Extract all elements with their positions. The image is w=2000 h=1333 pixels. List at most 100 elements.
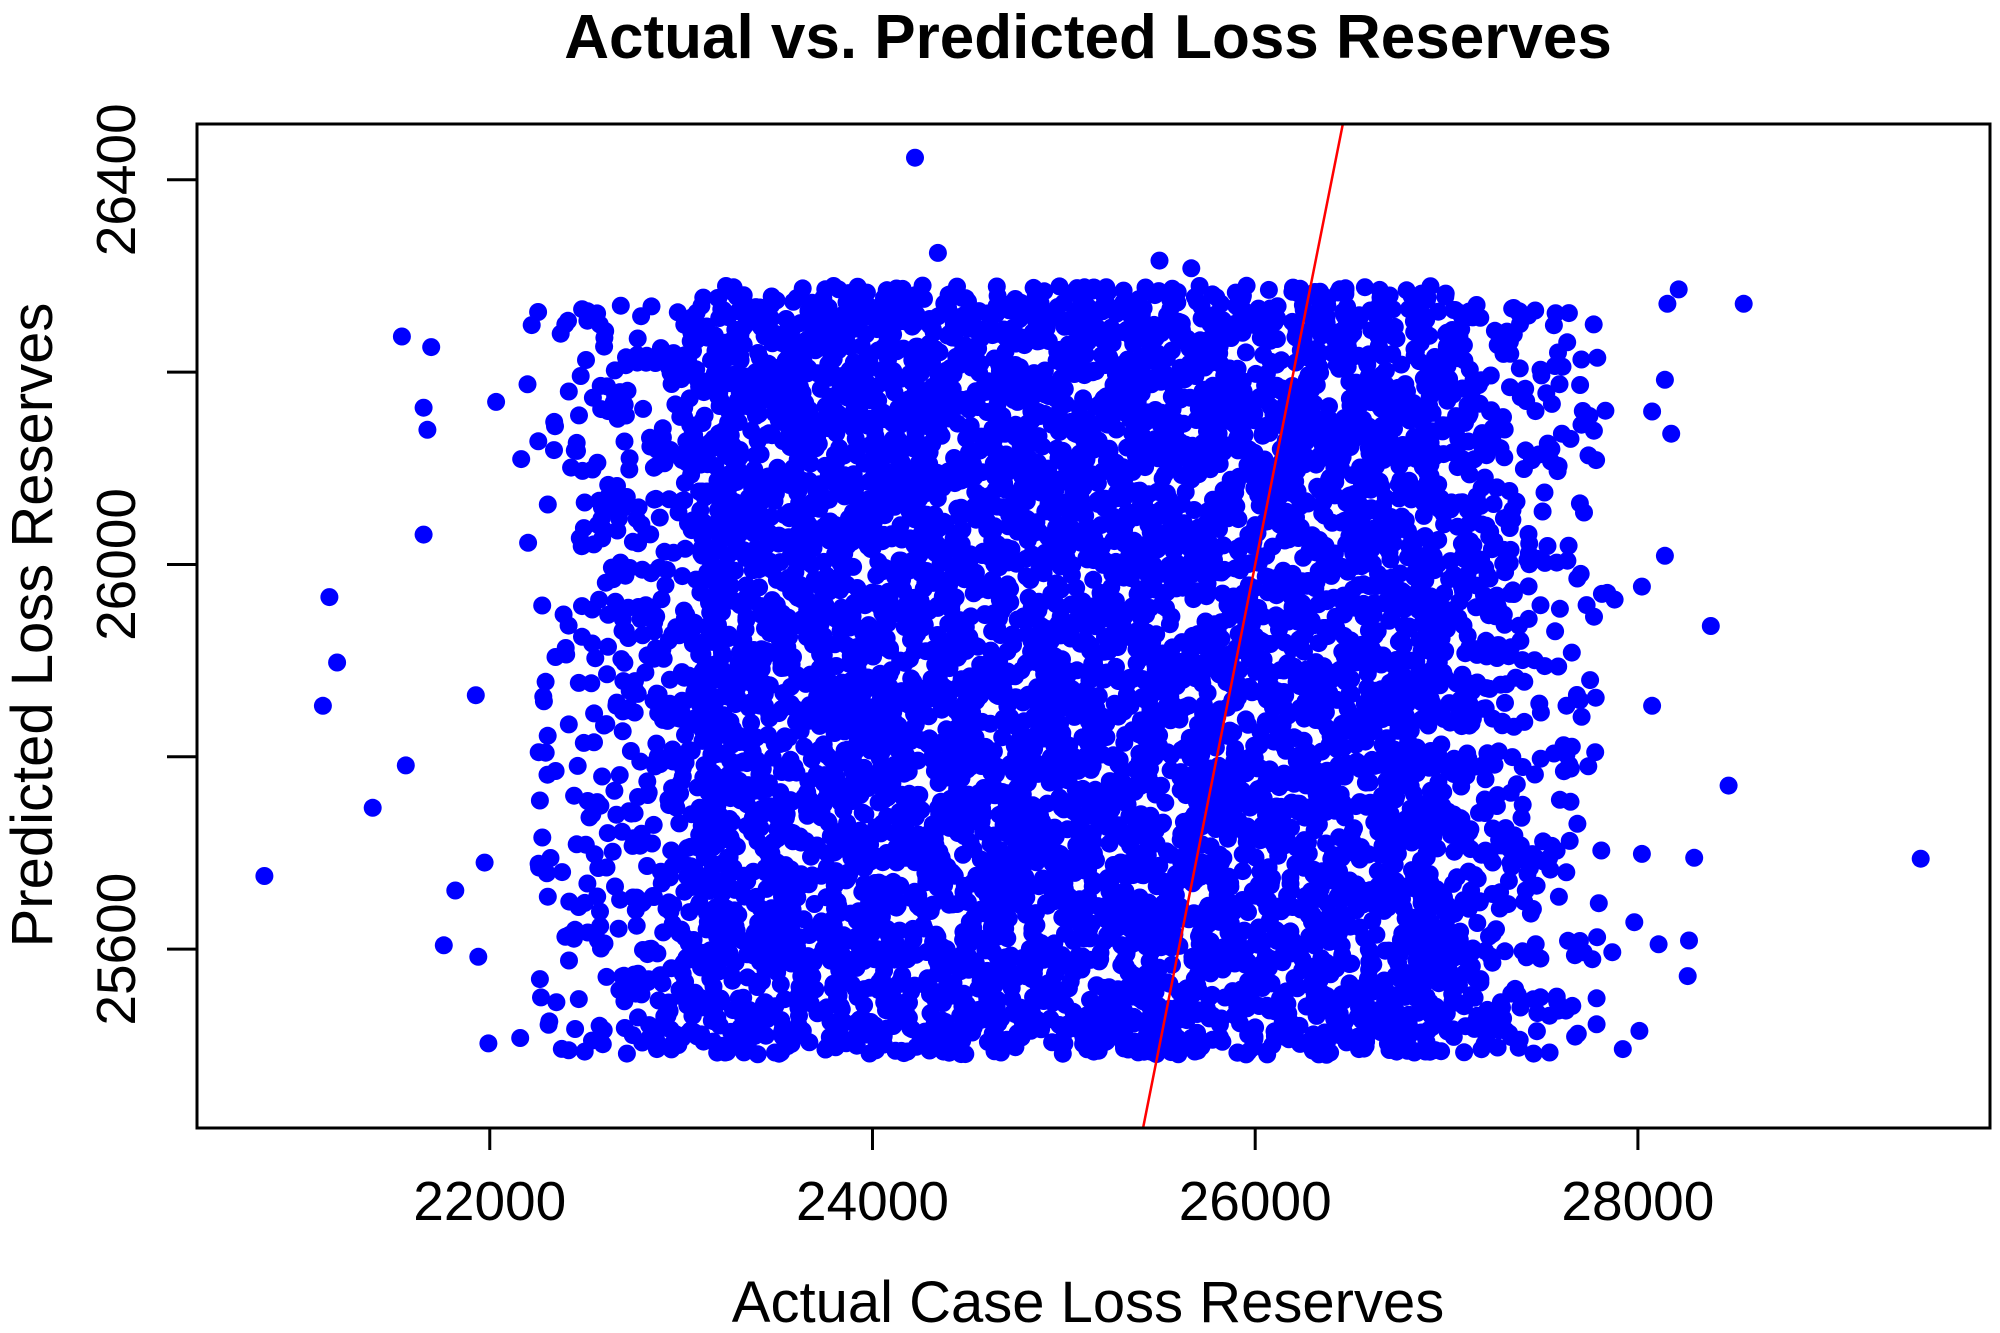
data-point xyxy=(1368,862,1387,881)
data-point xyxy=(1305,779,1324,798)
data-point xyxy=(904,827,923,846)
data-point xyxy=(1329,283,1348,302)
data-point xyxy=(1362,639,1381,657)
data-point xyxy=(1272,609,1291,628)
data-point xyxy=(1076,506,1095,525)
data-point xyxy=(1109,379,1128,398)
data-point xyxy=(1368,622,1387,641)
data-point xyxy=(1400,537,1419,556)
data-point xyxy=(794,910,813,929)
data-point xyxy=(1157,499,1176,518)
data-point xyxy=(804,320,823,339)
data-point xyxy=(731,351,750,370)
data-point xyxy=(902,400,921,419)
data-point xyxy=(722,577,741,596)
data-point xyxy=(1291,699,1309,718)
data-point xyxy=(891,369,910,388)
data-point xyxy=(1084,570,1103,589)
data-point xyxy=(1050,277,1069,296)
data-point xyxy=(1389,714,1408,733)
data-point xyxy=(962,358,981,377)
data-point xyxy=(1421,540,1440,559)
data-point xyxy=(787,712,806,731)
data-point xyxy=(951,962,970,981)
data-point xyxy=(1102,578,1121,597)
data-point xyxy=(1405,568,1424,586)
data-point xyxy=(1275,633,1294,652)
data-point xyxy=(1076,823,1095,842)
data-point xyxy=(1226,771,1245,790)
data-point xyxy=(982,917,1001,936)
data-point xyxy=(1226,739,1245,758)
data-point xyxy=(1109,816,1128,835)
chart-title: Actual vs. Predicted Loss Reserves xyxy=(564,3,1612,72)
data-point xyxy=(1391,595,1410,614)
data-point xyxy=(1399,522,1417,540)
data-point xyxy=(1268,297,1287,316)
data-point xyxy=(1221,645,1240,663)
data-point xyxy=(1379,898,1397,917)
data-point xyxy=(763,561,782,580)
data-point xyxy=(1239,715,1257,734)
data-point xyxy=(1167,677,1186,695)
data-point xyxy=(1356,773,1375,792)
data-point xyxy=(1118,601,1137,620)
data-point xyxy=(969,784,988,803)
data-point xyxy=(1429,475,1448,494)
data-point xyxy=(1385,688,1404,707)
data-point xyxy=(768,820,787,839)
data-point xyxy=(788,888,807,907)
data-point xyxy=(1157,583,1176,602)
data-point xyxy=(964,1018,983,1037)
data-point xyxy=(952,769,971,788)
data-point xyxy=(1305,990,1324,1009)
data-point xyxy=(848,446,867,465)
data-point xyxy=(715,347,734,366)
data-point xyxy=(923,434,942,453)
data-point xyxy=(1277,773,1296,791)
data-point xyxy=(1203,285,1222,304)
data-point xyxy=(744,641,763,659)
data-point xyxy=(1246,848,1265,867)
data-point xyxy=(1392,355,1411,374)
data-point xyxy=(938,634,957,652)
data-point xyxy=(978,520,997,539)
data-point xyxy=(1334,302,1353,321)
data-point xyxy=(1337,493,1356,512)
data-point xyxy=(1305,394,1324,413)
data-point xyxy=(745,460,764,479)
data-point xyxy=(1320,397,1338,416)
data-point xyxy=(734,732,753,751)
data-point xyxy=(1029,645,1048,664)
data-point xyxy=(1123,851,1142,870)
data-point xyxy=(916,398,935,417)
data-point xyxy=(709,833,728,852)
data-point xyxy=(737,611,756,630)
data-point xyxy=(1373,346,1392,365)
data-point xyxy=(799,359,818,378)
data-point xyxy=(743,946,762,965)
data-point xyxy=(1228,930,1247,948)
data-point xyxy=(723,812,741,831)
data-point xyxy=(966,954,985,973)
data-point xyxy=(782,954,801,973)
data-point xyxy=(1420,865,1439,884)
data-point xyxy=(860,412,879,431)
data-point xyxy=(768,963,787,982)
data-point xyxy=(713,646,732,665)
data-point xyxy=(1058,771,1077,789)
data-point xyxy=(726,880,744,899)
data-point xyxy=(974,822,993,841)
data-point xyxy=(756,1026,775,1045)
data-point xyxy=(719,559,737,578)
data-point xyxy=(750,765,769,784)
data-point xyxy=(917,943,936,961)
data-point xyxy=(1245,404,1264,423)
data-point xyxy=(760,676,779,695)
data-point xyxy=(1024,763,1043,782)
data-point xyxy=(1420,758,1439,777)
data-point xyxy=(840,522,859,541)
data-point xyxy=(736,590,755,608)
data-point xyxy=(1219,610,1238,629)
